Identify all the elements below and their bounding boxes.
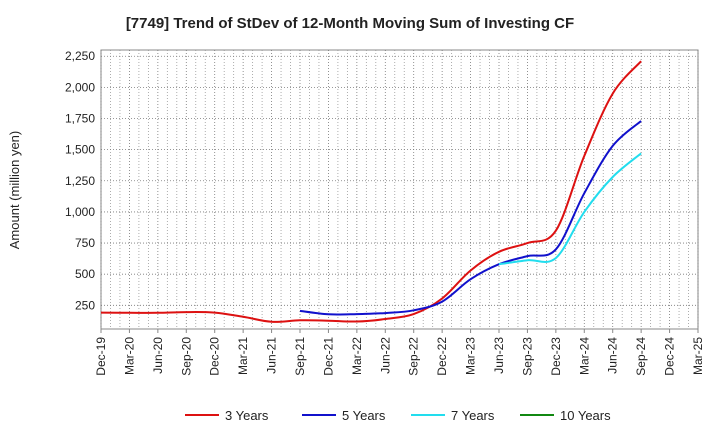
x-tick-label: Mar-22 [350,337,364,375]
x-tick-label: Dec-22 [435,337,449,376]
x-tick-label: Sep-20 [179,337,193,376]
y-tick-label: 1,750 [65,112,95,126]
x-tick-label: Sep-24 [634,337,648,376]
plot-area [100,49,699,330]
y-axis-label: Amount (million yen) [7,131,22,250]
legend-label: 10 Years [560,408,611,423]
y-tick-label: 750 [75,236,95,250]
y-tick-label: 2,000 [65,80,95,94]
y-tick-label: 500 [75,267,95,281]
series-line-7-years [498,152,642,266]
series-line-5-years [299,120,642,316]
grid [100,50,699,329]
chart-title: [7749] Trend of StDev of 12-Month Moving… [126,15,574,32]
x-tick-label: Sep-21 [293,337,307,376]
y-tick-label: 250 [75,298,95,312]
x-tick-label: Mar-24 [577,337,591,375]
x-axis: Dec-19 Mar-20 Jun-20 Sep-20 Dec-20 Mar-21 Jun-… [94,329,705,376]
x-tick-label: Jun-23 [492,337,506,374]
x-tick-label: Mar-21 [236,337,250,375]
y-axis: 250 500 750 1,000 1,250 1,500 1,750 2,000 2,250 [65,49,95,312]
x-tick-label: Mar-25 [691,337,705,375]
x-tick-label: Mar-20 [122,337,136,375]
x-tick-label: Jun-20 [151,337,165,374]
x-tick-label: Dec-20 [208,337,222,376]
x-tick-label: Sep-22 [407,337,421,376]
x-tick-label: Dec-19 [94,337,108,376]
x-tick-label: Dec-21 [321,337,335,376]
x-tick-label: Dec-23 [549,337,563,376]
x-tick-label: Mar-23 [464,337,478,375]
x-tick-label: Jun-24 [606,337,620,374]
legend-label: 7 Years [451,408,495,423]
x-tick-label: Sep-23 [520,337,534,376]
y-tick-label: 1,250 [65,174,95,188]
y-tick-label: 2,250 [65,49,95,63]
legend-label: 5 Years [342,408,386,423]
series-lines [100,60,642,323]
series-line-3-years [100,60,642,323]
legend: 3 Years 5 Years 7 Years 10 Years [185,408,611,423]
x-tick-label: Dec-24 [663,337,677,376]
x-tick-label: Jun-22 [378,337,392,374]
x-tick-label: Jun-21 [265,337,279,374]
y-tick-label: 1,500 [65,143,95,157]
legend-label: 3 Years [225,408,269,423]
y-tick-label: 1,000 [65,205,95,219]
